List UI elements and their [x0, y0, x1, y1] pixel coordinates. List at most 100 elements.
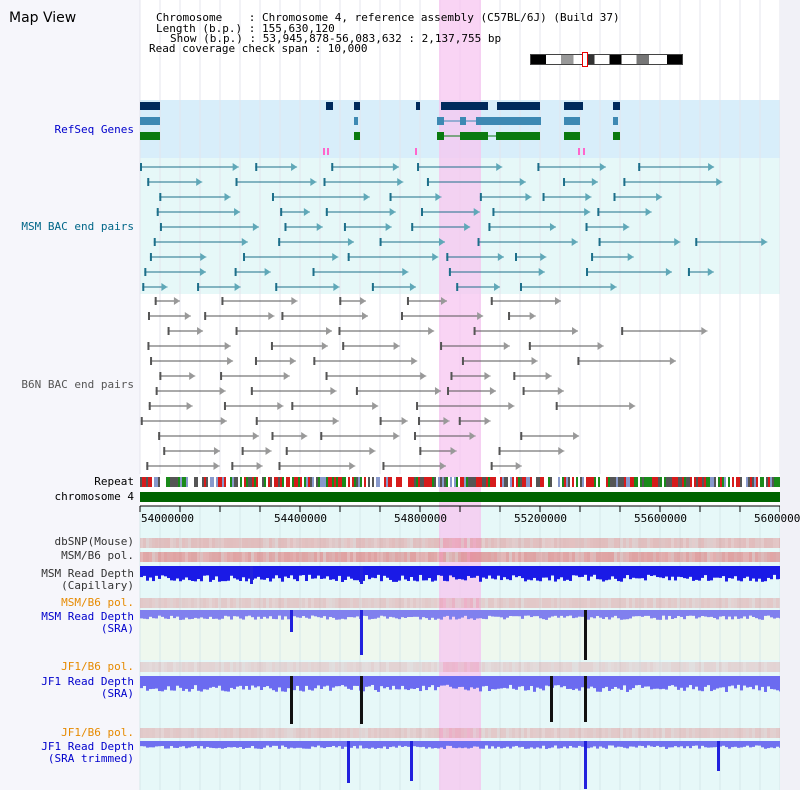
depth-bar: [362, 741, 365, 749]
depth-bar: [587, 676, 590, 689]
depth-bar: [161, 566, 164, 576]
depth-bar: [386, 741, 389, 749]
depth-bar: [500, 676, 503, 689]
depth-bar: [755, 610, 758, 619]
heat-cell: [476, 538, 479, 548]
heat-cell: [764, 598, 767, 608]
heat-cell: [653, 598, 656, 608]
track-label-msm-depth-capillary[interactable]: MSM Read Depth (Capillary): [41, 567, 134, 592]
repeat-segment: [416, 477, 418, 487]
depth-bar: [728, 676, 731, 687]
track-label-b6n-bac[interactable]: B6N BAC end pairs: [21, 378, 134, 391]
heat-cell: [755, 728, 758, 738]
heat-cell: [242, 538, 245, 548]
repeat-segment: [630, 477, 632, 487]
track-label-jf1-b6-pol[interactable]: JF1/B6 pol.: [61, 660, 134, 673]
repeat-segment: [622, 477, 624, 487]
track-label-jf1-depth-trimmed[interactable]: JF1 Read Depth (SRA trimmed): [41, 740, 134, 765]
depth-bar: [464, 610, 467, 616]
heat-cell: [764, 538, 767, 548]
heat-cell: [140, 728, 143, 738]
heat-cell: [353, 662, 356, 672]
depth-bar: [590, 566, 593, 577]
repeat-segment: [196, 477, 198, 487]
heat-cell: [143, 662, 146, 672]
heat-cell: [755, 598, 758, 608]
track-label-chromosome[interactable]: chromosome 4: [54, 490, 134, 503]
bac-end-arrow: [291, 297, 298, 305]
heat-cell: [407, 538, 410, 548]
depth-bar: [506, 676, 509, 689]
track-label-msm-depth-sra[interactable]: MSM Read Depth (SRA): [41, 610, 134, 635]
depth-bar: [440, 566, 443, 576]
depth-bar: [200, 676, 203, 692]
chromosome-ideogram[interactable]: [530, 52, 686, 67]
heat-cell: [614, 662, 617, 672]
repeat-segment: [142, 477, 144, 487]
repeat-segment: [498, 477, 500, 487]
heat-cell: [425, 662, 428, 672]
repeat-segment: [604, 477, 606, 487]
depth-bar: [473, 741, 476, 747]
bac-end: [461, 357, 464, 365]
bac-end-arrow: [554, 297, 561, 305]
heat-cell: [527, 728, 530, 738]
bac-end: [379, 417, 382, 425]
repeat-segment: [430, 477, 432, 487]
repeat-segment: [428, 477, 430, 487]
depth-bar: [236, 676, 239, 687]
track-label-msm-bac[interactable]: MSM BAC end pairs: [21, 220, 134, 233]
repeat-segment: [318, 477, 320, 487]
heat-cell: [284, 662, 287, 672]
bac-end: [144, 268, 147, 276]
depth-bar: [239, 676, 242, 686]
depth-bar: [221, 610, 224, 619]
track-label-msm-b6-pol[interactable]: MSM/B6 pol.: [61, 549, 134, 562]
depth-bar: [527, 676, 530, 691]
repeat-segment: [496, 477, 498, 487]
heat-cell: [665, 598, 668, 608]
heat-cell: [167, 538, 170, 548]
heat-cell: [425, 598, 428, 608]
repeat-segment: [706, 477, 708, 487]
depth-bar: [533, 610, 536, 617]
heat-cell: [548, 662, 551, 672]
depth-bar: [569, 566, 572, 581]
heat-cell: [584, 552, 587, 562]
heat-cell: [704, 728, 707, 738]
repeat-segment: [550, 477, 552, 487]
depth-bar: [464, 741, 467, 748]
depth-bar: [620, 741, 623, 747]
heat-cell: [236, 598, 239, 608]
track-label-refseq-genes[interactable]: RefSeq Genes: [54, 123, 134, 136]
heat-cell: [233, 598, 236, 608]
heat-cell: [560, 728, 563, 738]
heat-cell: [161, 662, 164, 672]
heat-cell: [365, 728, 368, 738]
track-label-jf1-depth-sra[interactable]: JF1 Read Depth (SRA): [41, 675, 134, 700]
heat-cell: [503, 552, 506, 562]
depth-bar: [173, 566, 176, 581]
track-label-repeat[interactable]: Repeat: [94, 475, 134, 488]
repeat-segment: [174, 477, 176, 487]
heat-cell: [716, 728, 719, 738]
heat-cell: [587, 538, 590, 548]
right-margin: [780, 0, 800, 790]
depth-bar: [746, 676, 749, 688]
heat-cell: [398, 728, 401, 738]
repeat-segment: [544, 477, 546, 487]
repeat-segment: [290, 477, 292, 487]
track-label-msm-b6-pol-2[interactable]: MSM/B6 pol.: [61, 596, 134, 609]
track-label-jf1-b6-pol-2[interactable]: JF1/B6 pol.: [61, 726, 134, 739]
depth-bar: [374, 566, 377, 579]
repeat-segment: [516, 477, 518, 487]
heat-cell: [413, 598, 416, 608]
heat-cell: [683, 728, 686, 738]
depth-bar: [671, 676, 674, 686]
axis-tick: 54800000: [394, 512, 447, 525]
track-label-dbsnp[interactable]: dbSNP(Mouse): [54, 535, 134, 548]
heat-cell: [569, 662, 572, 672]
heat-cell: [350, 538, 353, 548]
heat-cell: [719, 552, 722, 562]
